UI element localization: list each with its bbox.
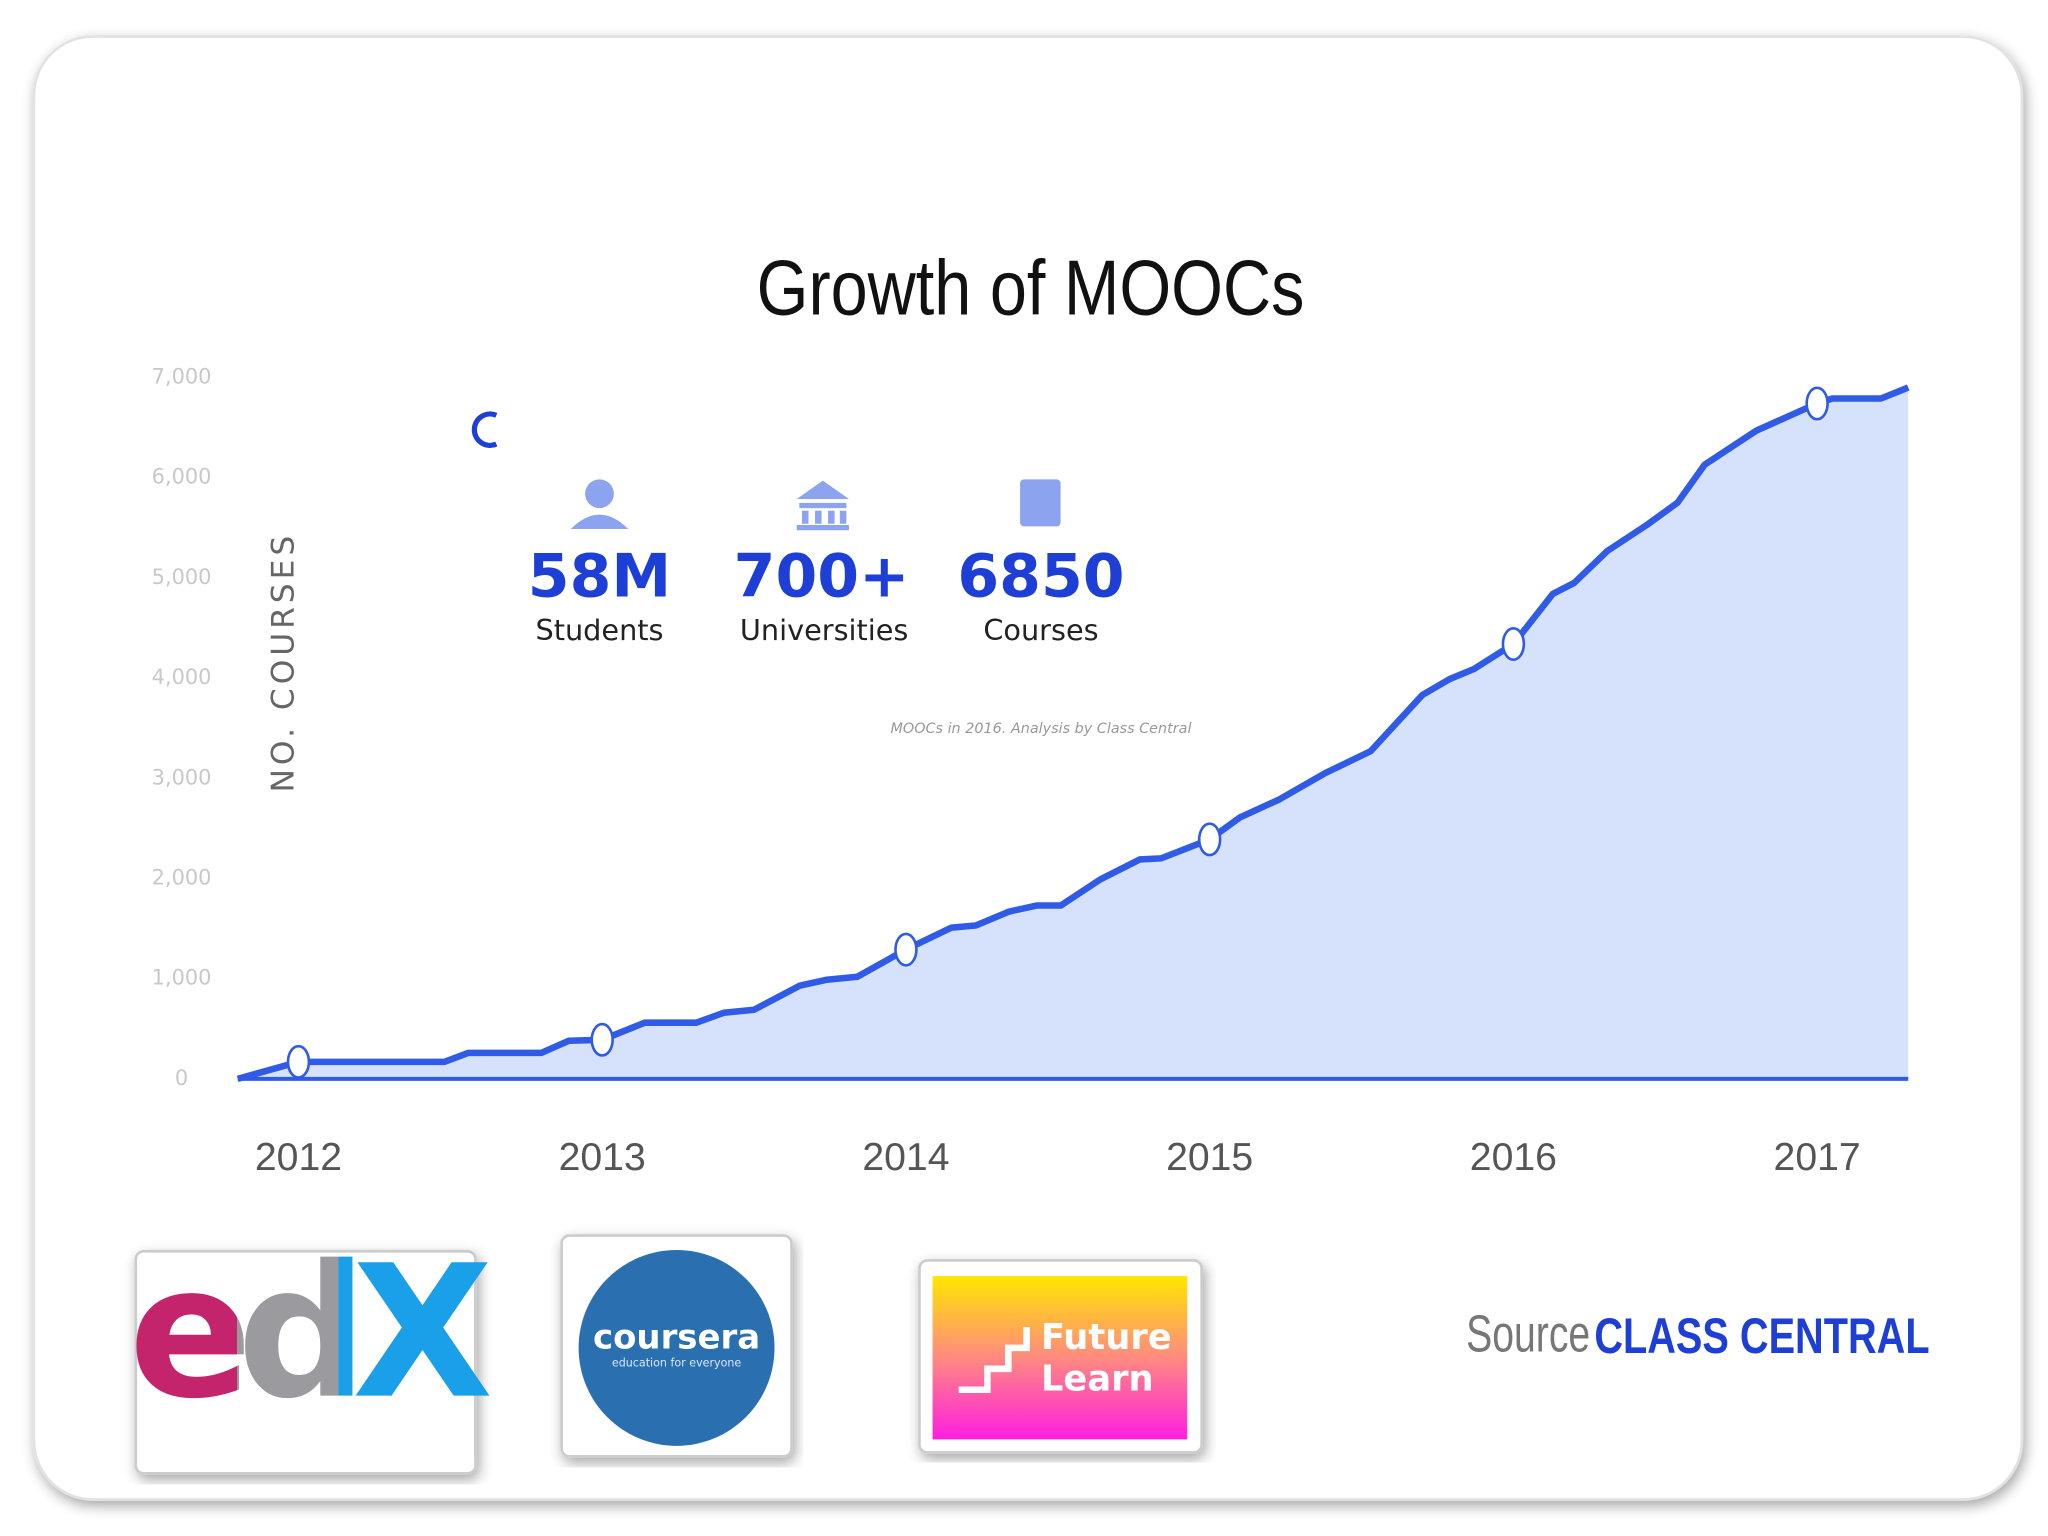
stats: 58M Students 700+ Universities 6850 Cour… bbox=[528, 542, 1125, 648]
futurelearn-logo-bg bbox=[932, 1276, 1188, 1440]
edx-logo-box bbox=[134, 1249, 477, 1475]
x-tick-label: 2014 bbox=[862, 1136, 949, 1179]
stat-label: Courses bbox=[983, 613, 1098, 647]
stat-value: 700+ bbox=[734, 542, 910, 612]
y-tick-label: 3,000 bbox=[152, 765, 212, 789]
students-icon-body bbox=[570, 514, 629, 529]
plot-area: 0 1,000 2,000 3,000 4,000 5,000 6,000 7,000 2012… bbox=[152, 364, 1910, 1179]
x-tick-label: 2017 bbox=[1774, 1136, 1861, 1179]
source-label: Source bbox=[1466, 1304, 1590, 1363]
slide-frame bbox=[32, 35, 2024, 1501]
point-marker bbox=[1501, 627, 1526, 661]
stat-label: Universities bbox=[740, 613, 908, 647]
stat-value: 6850 bbox=[957, 542, 1124, 612]
stat-icons bbox=[570, 479, 1061, 531]
students-icon bbox=[585, 479, 614, 509]
edx-logo: edX bbox=[129, 1227, 491, 1440]
x-tick-label: 2012 bbox=[255, 1136, 342, 1179]
x-tick-label: 2015 bbox=[1166, 1136, 1253, 1179]
coursera-logo: coursera bbox=[593, 1317, 760, 1357]
universities-icon bbox=[796, 480, 849, 531]
x-tick-label: 2013 bbox=[559, 1136, 646, 1179]
coursera-tagline: education for everyone bbox=[612, 1357, 742, 1370]
y-tick-label: 6,000 bbox=[152, 465, 212, 489]
futurelearn-logo: Learn bbox=[1041, 1359, 1154, 1400]
class-central-icon bbox=[471, 411, 498, 448]
point-marker bbox=[894, 932, 918, 967]
x-tick-label: 2016 bbox=[1470, 1136, 1557, 1179]
y-tick-label: 5,000 bbox=[152, 565, 212, 589]
point-marker bbox=[1197, 822, 1222, 857]
y-tick-label: 1,000 bbox=[152, 966, 212, 990]
area bbox=[237, 387, 1909, 1079]
caption: MOOCs in 2016. Analysis by Class Central bbox=[891, 721, 1192, 737]
futurelearn-logo: Future bbox=[1041, 1317, 1172, 1358]
y-tick-label: 7,000 bbox=[152, 364, 212, 388]
futurelearn-stairs bbox=[958, 1327, 1030, 1393]
point-marker bbox=[1805, 386, 1829, 421]
source-name: CLASS CENTRAL bbox=[1594, 1308, 1929, 1364]
line bbox=[236, 384, 1910, 1083]
courses-icon bbox=[1020, 479, 1061, 527]
y-tick-label: 4,000 bbox=[152, 665, 212, 689]
y-tick-label: 2,000 bbox=[152, 865, 212, 889]
y-axis-title: NO. COURSES bbox=[266, 532, 302, 793]
point-marker bbox=[590, 1022, 614, 1057]
chart-title: Growth of MOOCs bbox=[757, 245, 1305, 332]
coursera-logo-circle bbox=[578, 1249, 775, 1446]
y-tick-label: 0 bbox=[175, 1066, 188, 1090]
stat-label: Students bbox=[536, 613, 664, 647]
stat-value: 58M bbox=[528, 542, 671, 612]
point-marker bbox=[286, 1044, 311, 1079]
